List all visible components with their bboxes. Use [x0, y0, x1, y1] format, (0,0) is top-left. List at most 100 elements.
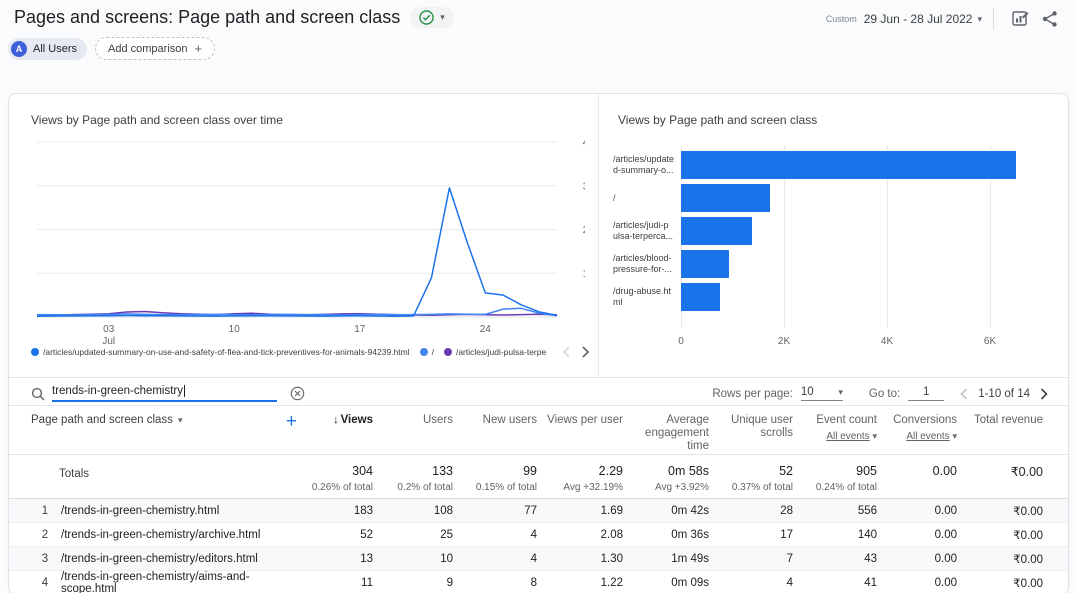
dimension-header[interactable]: Page path and screen class ▾ — [31, 414, 182, 426]
column-header-unique-scrolls[interactable]: Unique user scrolls — [730, 414, 793, 439]
metric-cell: 25 — [440, 528, 453, 541]
bar-chart-title: Views by Page path and screen class — [618, 113, 818, 127]
page-path-cell: /trends-in-green-chemistry.html — [61, 504, 220, 517]
add-comparison-label: Add comparison — [108, 42, 188, 55]
bar — [681, 217, 752, 245]
legend-dot-icon — [419, 348, 428, 356]
metric-cell: ₹0.00 — [1013, 505, 1043, 518]
x-axis-label: 6K — [983, 336, 997, 347]
goto-page-input[interactable]: 1 — [908, 386, 945, 401]
x-axis-label: 2K — [777, 336, 791, 347]
legend-next-icon[interactable] — [581, 346, 590, 358]
plus-icon: + — [194, 41, 203, 56]
x-axis-label: 4K — [880, 336, 894, 347]
page-title: Pages and screens: Page path and screen … — [14, 7, 401, 27]
table-body: 1/trends-in-green-chemistry.html 183 108 77… — [9, 499, 1068, 593]
all-users-chip[interactable]: A All Users — [8, 37, 88, 60]
rows-per-page-select[interactable]: 10 ▾ — [800, 386, 843, 401]
sort-descending-icon: ↓ — [333, 414, 339, 426]
goto-label: Go to: — [868, 387, 901, 400]
metric-cell: 4 — [530, 552, 537, 565]
views-over-time-chart: 01K2K3K4K03Jul101724 — [36, 138, 585, 347]
search-input-value: trends-in-green-chemistry — [52, 385, 184, 397]
gridline — [887, 146, 888, 328]
next-page-icon[interactable] — [1040, 387, 1048, 400]
metric-cell: ₹0.00 — [1013, 529, 1043, 542]
legend-dot-icon — [443, 348, 452, 356]
metric-cell: 0.00 — [934, 552, 957, 565]
column-header-views-per-user[interactable]: Views per user — [547, 414, 623, 426]
caret-down-icon: ▾ — [952, 431, 957, 441]
clear-search-icon[interactable] — [290, 386, 305, 401]
search-input[interactable]: trends-in-green-chemistry — [52, 385, 277, 402]
event-count-filter[interactable]: All events ▾ — [826, 431, 877, 442]
metric-cell: 108 — [433, 504, 453, 517]
page-path-cell: /trends-in-green-chemistry/aims-and-scop… — [61, 571, 250, 593]
add-comparison-button[interactable]: Add comparison + — [95, 37, 216, 60]
comparison-chips: A All Users Add comparison + — [8, 37, 216, 60]
date-preset-label: Custom — [825, 14, 857, 24]
toolbar: Custom 29 Jun - 28 Jul 2022 ▾ — [826, 8, 1065, 30]
legend-item: / — [419, 347, 434, 357]
totals-views-per-user: 2.29 Avg +32.19% — [563, 464, 623, 493]
column-header-conversions[interactable]: Conversions All events ▾ — [877, 414, 957, 454]
share-icon[interactable] — [1041, 10, 1059, 28]
totals-users: 133 0.2% of total — [397, 464, 453, 493]
metric-cell: 2.08 — [600, 528, 623, 541]
metric-cell: 28 — [780, 504, 793, 517]
gridline — [990, 146, 991, 328]
legend-prev-icon[interactable] — [562, 346, 571, 358]
caret-down-icon: ▾ — [440, 12, 445, 22]
column-header-views[interactable]: ↓ Views — [333, 414, 373, 426]
rows-per-page-label: Rows per page: — [712, 387, 793, 400]
comparison-avatar: A — [11, 40, 27, 57]
page-path-cell: /trends-in-green-chemistry/archive.html — [61, 528, 261, 541]
legend-item: /articles/judi-pulsa-terpercaya — [443, 347, 546, 357]
bar-category-label: /articles/judi-p ulsa-terperca... — [613, 220, 674, 241]
legend-dot-icon — [31, 348, 39, 356]
report-status-dropdown[interactable]: ▾ — [410, 7, 454, 28]
column-header-users[interactable]: Users — [422, 414, 453, 426]
totals-label: Totals — [59, 468, 90, 480]
table-controls: trends-in-green-chemistry Rows per page:… — [9, 378, 1068, 405]
column-header-avg-engagement[interactable]: Average engagement time — [645, 414, 709, 452]
column-header-total-revenue[interactable]: Total revenue — [973, 414, 1043, 426]
metric-cell: 0.00 — [934, 528, 957, 541]
toolbar-divider — [993, 8, 994, 30]
metric-cell: 140 — [857, 528, 877, 541]
table-header-row: Page path and screen class ▾ + ↓ Views Us… — [9, 405, 1068, 455]
prev-page-icon[interactable] — [960, 387, 968, 400]
chart-legend: /articles/updated-summary-on-use-and-saf… — [31, 346, 590, 358]
add-dimension-button[interactable]: + — [285, 411, 297, 432]
search-box: trends-in-green-chemistry — [31, 385, 305, 402]
metric-cell: 1.69 — [600, 504, 623, 517]
column-header-event-count[interactable]: Event count All events ▾ — [793, 414, 877, 454]
metric-cell: 11 — [361, 577, 373, 589]
totals-new-users: 99 0.15% of total — [475, 464, 537, 493]
date-range-selector[interactable]: 29 Jun - 28 Jul 2022 — [863, 12, 973, 26]
conversions-filter[interactable]: All events ▾ — [906, 431, 957, 442]
metric-cell: 1.30 — [600, 552, 623, 565]
table-row: 3/trends-in-green-chemistry/editors.html… — [9, 547, 1068, 571]
bar-category-label: /articles/update d-summary-o... — [613, 154, 675, 175]
pagination-range: 1-10 of 14 — [978, 387, 1030, 400]
caret-down-icon[interactable]: ▾ — [977, 13, 982, 24]
pagination-controls: Rows per page: 10 ▾ Go to: 1 1-10 of 14 — [712, 386, 1048, 401]
totals-views: 304 0.26% of total — [311, 464, 373, 493]
totals-avg-engagement: 0m 58s Avg +3.92% — [654, 464, 709, 493]
y-axis-label: 4K — [583, 138, 585, 149]
metric-cell: 183 — [353, 504, 373, 517]
metric-cell: 1m 49s — [671, 552, 709, 565]
dimension-header-label: Page path and screen class — [31, 414, 173, 426]
metric-cell: 10 — [440, 552, 453, 565]
column-header-new-users[interactable]: New users — [482, 414, 537, 426]
line-series — [36, 187, 558, 317]
legend-item: /articles/updated-summary-on-use-and-saf… — [31, 347, 410, 357]
y-axis-label: 1K — [583, 269, 585, 280]
customize-report-icon[interactable] — [1011, 10, 1029, 28]
totals-total-revenue: ₹0.00 — [1010, 465, 1043, 479]
caret-down-icon: ▾ — [838, 386, 843, 397]
row-number: 1 — [41, 504, 49, 517]
metric-cell: 4 — [786, 577, 793, 589]
metric-cell: 556 — [857, 504, 877, 517]
